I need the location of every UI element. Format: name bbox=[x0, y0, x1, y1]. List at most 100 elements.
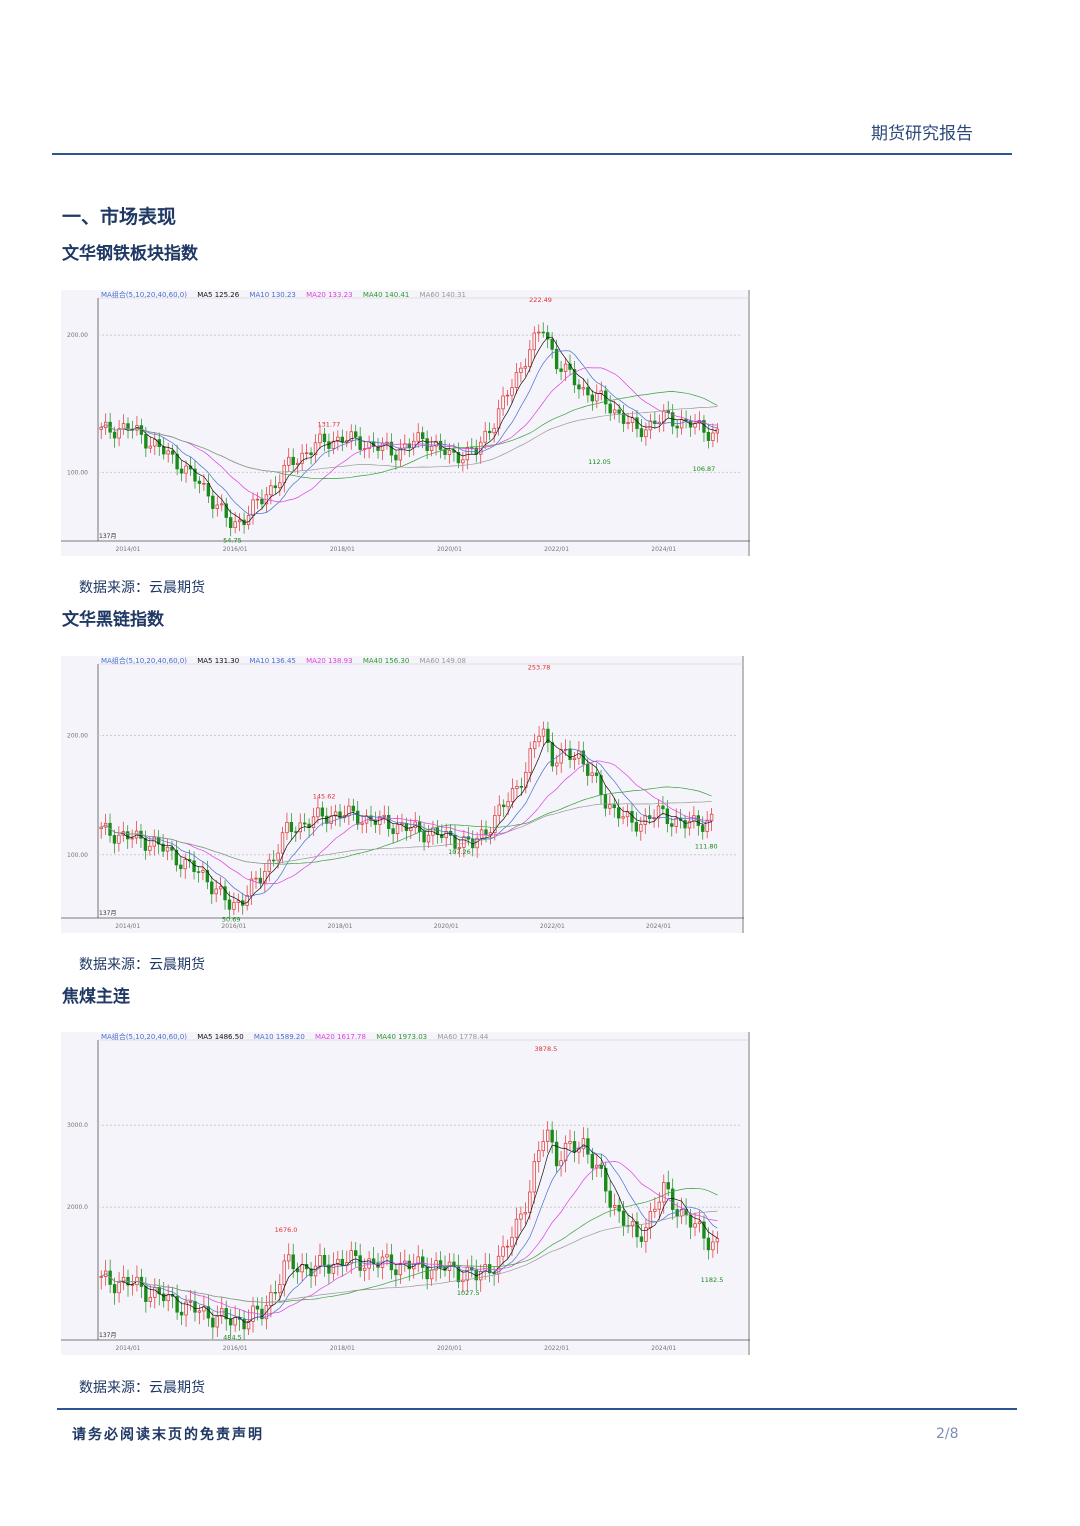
page-number: 2/8 bbox=[936, 1426, 959, 1442]
candle bbox=[322, 427, 327, 452]
candle bbox=[532, 1153, 536, 1204]
candle bbox=[711, 423, 715, 448]
x-tick-label: 2014/01 bbox=[116, 546, 141, 553]
candle bbox=[385, 432, 389, 450]
candle bbox=[709, 807, 714, 831]
candle bbox=[139, 418, 144, 444]
candle bbox=[254, 870, 258, 889]
candle bbox=[340, 1249, 345, 1277]
candle bbox=[515, 780, 519, 799]
candle bbox=[224, 497, 228, 528]
candle bbox=[413, 812, 417, 835]
candle bbox=[403, 1249, 407, 1272]
candle bbox=[311, 807, 316, 836]
low-price-label: 106.87 bbox=[693, 465, 716, 473]
candle bbox=[625, 804, 630, 827]
candle bbox=[174, 840, 179, 872]
candle bbox=[130, 829, 134, 848]
ma10-value: MA10 136.45 bbox=[249, 657, 296, 665]
candle bbox=[249, 871, 254, 905]
x-tick-label: 2014/01 bbox=[115, 923, 140, 930]
candle bbox=[206, 474, 211, 503]
candle bbox=[586, 758, 590, 786]
candle bbox=[99, 1270, 103, 1290]
candle bbox=[541, 721, 546, 746]
ma10-line bbox=[101, 748, 712, 897]
ma-combo-dropdown[interactable]: MA组合(5,10,20,40,60,0) bbox=[101, 291, 187, 299]
ma-combo-dropdown[interactable]: MA组合(5,10,20,40,60,0) bbox=[101, 1033, 187, 1041]
x-tick-label: 2018/01 bbox=[330, 1345, 355, 1352]
candle bbox=[519, 1206, 523, 1231]
candle bbox=[612, 1193, 617, 1216]
ma60-line bbox=[101, 406, 718, 473]
candle bbox=[251, 492, 255, 525]
candle bbox=[461, 451, 465, 472]
low-price-label: 107.26 bbox=[448, 848, 471, 856]
candle bbox=[134, 821, 139, 844]
candle bbox=[99, 822, 103, 839]
high-price-label: 1676.0 bbox=[275, 1226, 298, 1234]
candle bbox=[537, 1141, 541, 1173]
y-tick-label: 100.00 bbox=[67, 469, 88, 476]
candle bbox=[447, 443, 452, 464]
candle bbox=[273, 1280, 278, 1301]
candle bbox=[351, 798, 355, 821]
candle bbox=[215, 1305, 219, 1337]
candle bbox=[135, 1265, 139, 1292]
candle bbox=[519, 362, 523, 383]
ma40-value: MA40 1973.03 bbox=[376, 1033, 428, 1041]
candle bbox=[318, 1243, 322, 1274]
ma5-line bbox=[101, 336, 718, 523]
candle bbox=[453, 825, 457, 855]
candle bbox=[505, 1239, 510, 1259]
ma20-value: MA20 133.23 bbox=[306, 291, 353, 299]
candle bbox=[215, 496, 219, 517]
candle bbox=[126, 1269, 130, 1297]
candle bbox=[581, 378, 586, 396]
candle bbox=[272, 850, 276, 867]
candle bbox=[362, 1258, 367, 1282]
candle bbox=[523, 358, 528, 377]
low-price-label: 1027.5 bbox=[457, 1289, 480, 1297]
y-tick-label: 2000.0 bbox=[67, 1204, 88, 1211]
candle bbox=[220, 494, 224, 512]
candle bbox=[329, 805, 333, 830]
candle bbox=[541, 322, 545, 338]
candle bbox=[237, 513, 242, 532]
candle bbox=[112, 829, 117, 854]
candle bbox=[568, 1129, 572, 1151]
section-title: 一、市场表现 bbox=[62, 206, 177, 228]
candle bbox=[630, 411, 635, 432]
candle bbox=[378, 810, 382, 835]
y-tick-label: 3000.0 bbox=[67, 1122, 88, 1129]
candle bbox=[325, 807, 329, 833]
candle bbox=[285, 812, 289, 840]
candle bbox=[595, 384, 599, 409]
candle bbox=[510, 378, 514, 404]
ma20-line bbox=[101, 367, 718, 503]
candle bbox=[559, 1150, 563, 1177]
candle bbox=[479, 1264, 483, 1292]
ma-legend-row: MA组合(5,10,20,40,60,0) MA5 1486.50 MA10 1… bbox=[101, 1032, 496, 1042]
candle bbox=[608, 794, 612, 815]
candle bbox=[345, 1250, 349, 1272]
high-price-label: 253.78 bbox=[528, 663, 551, 671]
candle bbox=[108, 412, 112, 440]
candle bbox=[320, 801, 325, 827]
candle bbox=[675, 420, 679, 438]
candle bbox=[295, 1262, 300, 1284]
candle bbox=[282, 459, 286, 493]
candle bbox=[462, 830, 466, 858]
ma-combo-dropdown[interactable]: MA组合(5,10,20,40,60,0) bbox=[101, 657, 187, 665]
bar-count-label: 137月 bbox=[99, 533, 116, 540]
candle bbox=[347, 798, 351, 826]
candle bbox=[211, 1311, 215, 1339]
candle bbox=[237, 1309, 242, 1331]
candle bbox=[205, 860, 210, 890]
candle bbox=[429, 1258, 434, 1286]
candle bbox=[617, 403, 621, 423]
candle bbox=[612, 798, 616, 818]
candle bbox=[608, 395, 612, 421]
ma20-value: MA20 138.93 bbox=[306, 657, 353, 665]
candle bbox=[233, 1305, 237, 1332]
